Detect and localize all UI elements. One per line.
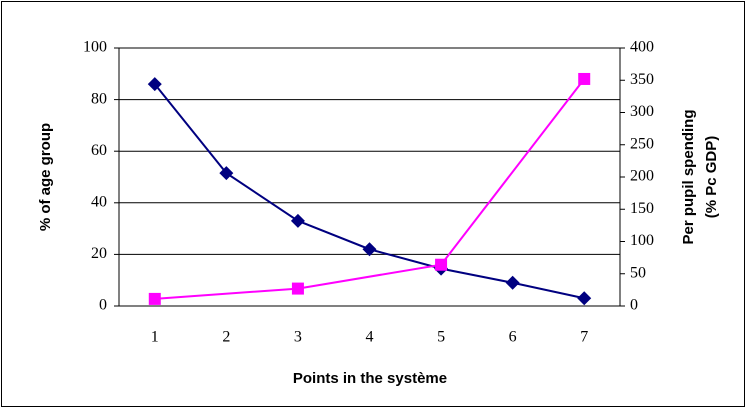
y2-tick-label: 200 (630, 168, 654, 185)
marker (505, 275, 520, 290)
y2-tick-label: 400 (630, 39, 654, 56)
marker (148, 292, 161, 305)
y2-tick-label: 0 (630, 297, 638, 314)
x-axis-title: Points in the système (293, 370, 447, 387)
x-tick-label: 6 (509, 329, 517, 346)
marker (577, 291, 592, 306)
marker (290, 213, 305, 228)
y-tick-label: 80 (91, 90, 107, 107)
y2-tick-label: 300 (630, 103, 654, 120)
x-tick-label: 2 (222, 329, 230, 346)
x-tick-label: 7 (580, 329, 588, 346)
marker (578, 72, 591, 85)
y-tick-label: 60 (91, 142, 107, 159)
marker (147, 77, 162, 92)
y2-tick-label: 50 (630, 264, 646, 281)
y-tick-label: 40 (91, 193, 107, 210)
y-axis-title: % of age group (37, 123, 54, 231)
y-tick-label: 0 (99, 297, 107, 314)
marker (291, 282, 304, 295)
y2-tick-label: 100 (630, 232, 654, 249)
y2-tick-label: 250 (630, 135, 654, 152)
y-tick-label: 100 (83, 39, 107, 56)
y2-tick-label: 350 (630, 71, 654, 88)
x-tick-label: 4 (366, 329, 374, 346)
x-tick-label: 5 (437, 329, 445, 346)
marker (219, 166, 234, 181)
x-tick-label: 3 (294, 329, 302, 346)
y2-axis-title: Per pupil spending (680, 109, 697, 244)
y-tick-label: 20 (91, 245, 107, 262)
x-tick-label: 1 (151, 329, 159, 346)
y2-axis-title: (% Pc GDP) (703, 136, 720, 219)
y2-tick-label: 150 (630, 200, 654, 217)
series-line (154, 78, 586, 300)
marker (435, 258, 448, 271)
marker (362, 242, 377, 257)
